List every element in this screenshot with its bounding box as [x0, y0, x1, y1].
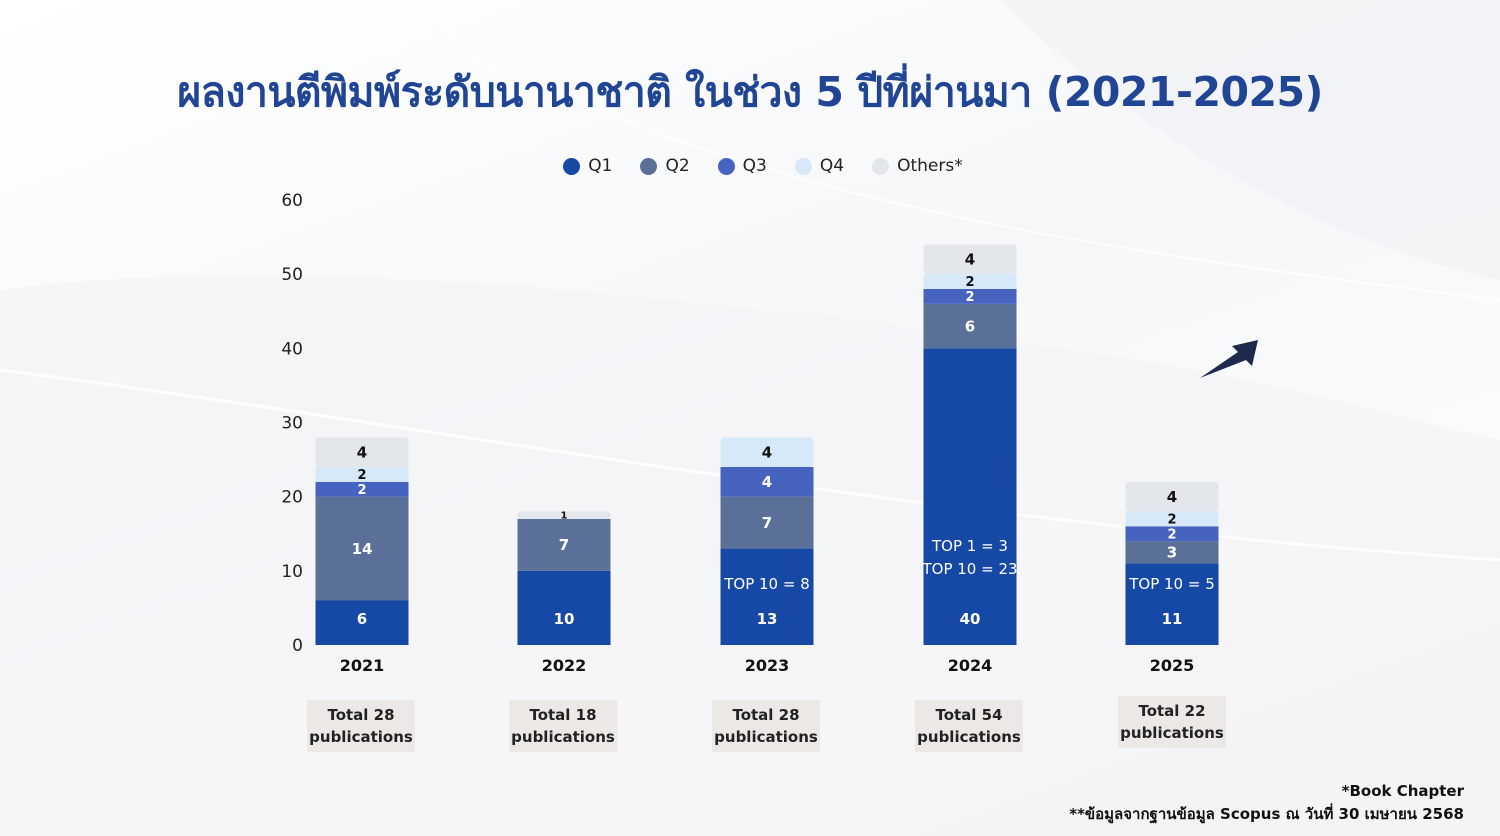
chart-legend: Q1 Q2 Q3 Q4 Others*	[0, 156, 1500, 176]
x-tick-label: 2021	[340, 656, 385, 675]
legend-swatch-q3	[717, 157, 735, 175]
bar-segment-q3-2025	[1125, 526, 1219, 542]
legend-item-q1: Q1	[563, 156, 612, 176]
y-tick-label: 40	[281, 339, 303, 359]
total-unit: publications	[917, 728, 1021, 746]
bar-segment-q3-2024	[923, 289, 1017, 304]
segment-value-label: 2	[1167, 512, 1176, 527]
segment-value-label: 6	[965, 317, 975, 335]
bar-segment-q1-2024	[923, 348, 1017, 645]
bar-annotation: TOP 1 = 3	[931, 537, 1008, 555]
y-tick-label: 30	[281, 414, 303, 434]
segment-value-label: 4	[1167, 488, 1177, 506]
legend-label-q1: Q1	[588, 156, 613, 176]
segment-value-label: 6	[357, 610, 367, 628]
legend-item-others: Others*	[872, 156, 963, 176]
y-tick-label: 50	[281, 265, 303, 285]
footnotes: *Book Chapter **ข้อมูลจากฐานข้อมูล Scopu…	[1069, 780, 1464, 826]
segment-value-label: 3	[1167, 544, 1177, 562]
bar-segment-q1-2025	[1125, 563, 1219, 645]
total-count: Total 18	[529, 706, 597, 724]
bar-segment-q1-2022	[517, 570, 611, 645]
segment-value-label: 1	[561, 511, 568, 522]
bar-segment-q2-2022	[517, 518, 611, 571]
bar-segment-q2-2021	[315, 496, 409, 601]
legend-item-q3: Q3	[717, 156, 767, 176]
y-tick-label: 20	[281, 488, 303, 508]
bar-annotation: TOP 10 = 8	[723, 575, 810, 593]
legend-label-others: Others*	[897, 156, 963, 176]
segment-value-label: 11	[1162, 610, 1183, 628]
bar-segment-q2-2024	[923, 303, 1017, 349]
segment-value-label: 7	[559, 536, 569, 554]
segment-value-label: 13	[757, 610, 778, 628]
segment-value-label: 40	[960, 610, 981, 628]
bar-segment-others-2022	[517, 511, 611, 519]
legend-item-q4: Q4	[794, 156, 845, 176]
y-tick-label: 10	[281, 562, 303, 582]
legend-swatch-q2	[640, 157, 658, 175]
total-box-2021: Total 28 publications	[307, 700, 415, 752]
total-count: Total 54	[935, 706, 1003, 724]
page-title: ผลงานตีพิมพ์ระดับนานาชาติ ในช่วง 5 ปีที่…	[177, 68, 1323, 116]
total-count: Total 22	[1138, 702, 1206, 720]
y-tick-label: 0	[292, 636, 303, 656]
bar-segment-q4-2021	[315, 467, 409, 482]
bar-segment-q4-2023	[720, 437, 814, 467]
legend-swatch-q1	[563, 157, 581, 175]
total-count: Total 28	[732, 706, 800, 724]
bar-segment-others-2024	[923, 244, 1017, 275]
total-unit: publications	[1120, 724, 1224, 742]
footnote-source: **ข้อมูลจากฐานข้อมูล Scopus ณ วันที่ 30 …	[1069, 805, 1464, 823]
segment-value-label: 7	[762, 514, 772, 532]
total-box-2024: Total 54 publications	[915, 700, 1023, 752]
bar-segment-q2-2023	[720, 496, 814, 549]
legend-label-q3: Q3	[742, 156, 767, 176]
segment-value-label: 14	[352, 540, 373, 558]
x-tick-label: 2025	[1150, 656, 1195, 675]
bar-segment-others-2025	[1125, 481, 1219, 512]
bar-segment-q4-2025	[1125, 511, 1219, 527]
segment-value-label: 4	[357, 443, 367, 461]
bar-segment-q3-2021	[315, 481, 409, 497]
bar-segment-others-2021	[315, 437, 409, 467]
total-count: Total 28	[327, 706, 395, 724]
total-box-2023: Total 28 publications	[712, 700, 820, 752]
x-tick-label: 2024	[948, 656, 993, 675]
legend-swatch-q4	[794, 157, 812, 175]
y-tick-label: 60	[281, 191, 303, 211]
segment-value-label: 2	[965, 290, 974, 305]
bar-segment-q1-2021	[315, 600, 409, 645]
total-unit: publications	[511, 728, 615, 746]
segment-value-label: 2	[965, 275, 974, 290]
segment-value-label: 4	[762, 473, 772, 491]
bar-segment-q4-2024	[923, 274, 1017, 289]
total-box-2022: Total 18 publications	[509, 700, 617, 752]
segment-value-label: 2	[1167, 527, 1176, 542]
bar-annotation: TOP 10 = 5	[1128, 575, 1215, 593]
x-tick-label: 2023	[745, 656, 790, 675]
segment-value-label: 10	[554, 610, 575, 628]
segment-value-label: 4	[762, 443, 772, 461]
footnote-book-chapter: *Book Chapter	[1341, 782, 1464, 800]
total-unit: publications	[714, 728, 818, 746]
bar-segment-q1-2023	[720, 548, 814, 645]
bar-annotation: TOP 10 = 23	[921, 560, 1017, 578]
legend-label-q4: Q4	[819, 156, 845, 176]
segment-value-label: 2	[357, 483, 366, 498]
trend-arrow-icon	[1200, 340, 1258, 378]
segment-value-label: 4	[965, 251, 975, 269]
legend-label-q2: Q2	[665, 156, 690, 176]
bar-segment-q3-2023	[720, 467, 814, 497]
total-box-2025: Total 22 publications	[1118, 696, 1226, 748]
legend-item-q2: Q2	[640, 156, 690, 176]
total-unit: publications	[309, 728, 413, 746]
legend-swatch-others	[872, 157, 890, 175]
bar-segment-q2-2025	[1125, 541, 1219, 564]
x-tick-label: 2022	[542, 656, 587, 675]
segment-value-label: 2	[357, 468, 366, 483]
